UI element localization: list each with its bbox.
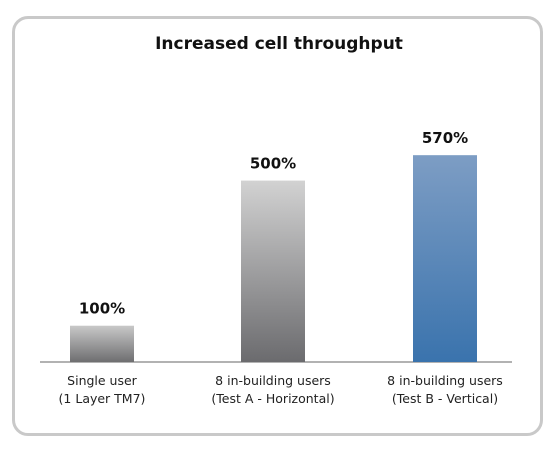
chart-title: Increased cell throughput — [155, 34, 403, 54]
bar-1 — [70, 325, 134, 362]
category-label-2-line-1: 8 in-building users — [215, 373, 331, 388]
category-label-3-line-2: (Test B - Vertical) — [392, 391, 498, 406]
category-label-3-line-1: 8 in-building users — [387, 373, 503, 388]
category-label-1-line-1: Single user — [67, 373, 138, 388]
category-label-1-line-2: (1 Layer TM7) — [59, 391, 146, 406]
value-label-3: 570% — [422, 129, 468, 147]
bar-2 — [241, 180, 305, 362]
bar-3 — [413, 155, 477, 362]
value-label-1: 100% — [79, 300, 125, 318]
value-label-2: 500% — [250, 155, 296, 173]
category-label-2-line-2: (Test A - Horizontal) — [211, 391, 334, 406]
